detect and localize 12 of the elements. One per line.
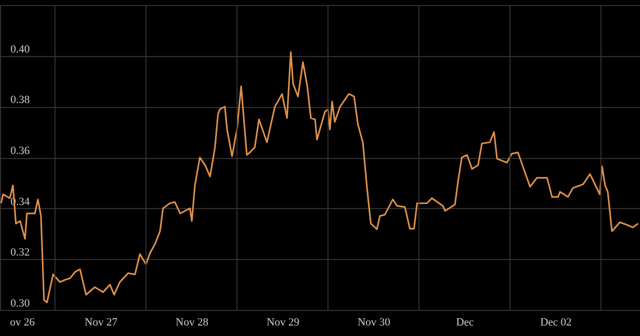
y-tick-label: 0.36 xyxy=(10,145,30,157)
x-tick-label: Nov 29 xyxy=(266,316,300,328)
x-tick-label: Dec xyxy=(456,316,474,328)
y-tick-label: 0.32 xyxy=(10,246,30,259)
y-tick-label: 0.40 xyxy=(10,43,30,56)
x-tick-label: Nov 27 xyxy=(84,316,118,328)
y-tick-label: 0.38 xyxy=(10,94,30,106)
x-tick-label: Dec 02 xyxy=(540,316,572,328)
x-tick-label: Nov 30 xyxy=(358,316,391,328)
x-tick-label: ov 26 xyxy=(10,316,36,328)
x-tick-label: Nov 28 xyxy=(176,316,209,328)
y-tick-label: 0.30 xyxy=(10,298,30,310)
